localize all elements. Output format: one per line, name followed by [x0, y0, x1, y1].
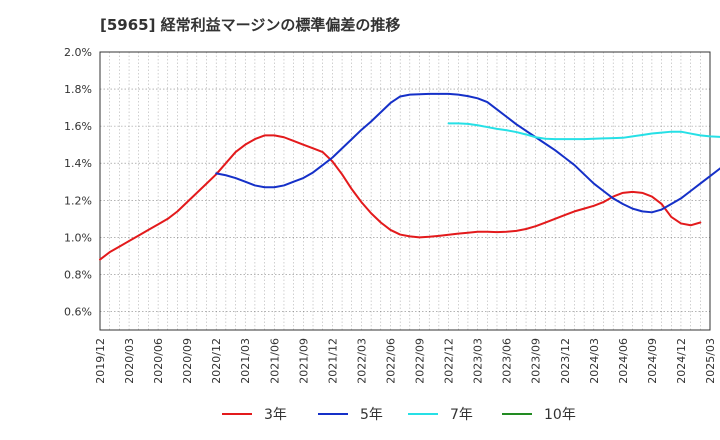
x-tick-label: 2021/09: [297, 338, 310, 384]
plot-area: 0.6% 0.8% 1.0% 1.2% 1.4% 1.6% 1.8% 2.0% 2019/12 2…: [64, 46, 720, 384]
x-tick-label: 2021/12: [326, 338, 339, 384]
x-tick-label: 2025/03: [704, 338, 717, 384]
x-tick-label: 2023/03: [472, 338, 485, 384]
y-tick-label: 1.6%: [64, 120, 92, 133]
y-tick-label: 1.4%: [64, 157, 92, 170]
x-tick-label: 2023/09: [530, 338, 543, 384]
x-tick-label: 2020/06: [152, 338, 165, 384]
series-line-2: [447, 122, 720, 141]
x-tick-label: 2021/06: [268, 338, 281, 384]
x-tick-label: 2024/06: [617, 338, 630, 384]
x-tick-label: 2022/09: [414, 338, 427, 384]
x-tick-label: 2023/12: [559, 338, 572, 384]
x-tick-label: 2024/09: [646, 338, 659, 384]
chart-title: [5965] 経常利益マージンの標準偏差の推移: [100, 16, 400, 34]
y-tick-label: 2.0%: [64, 46, 92, 59]
y-tick-label: 1.2%: [64, 194, 92, 207]
y-tick-label: 0.8%: [64, 268, 92, 281]
legend-label-2: 7年: [450, 407, 473, 423]
x-tick-label: 2019/12: [94, 338, 107, 384]
plot-border: [99, 51, 711, 331]
x-tick-label: 2022/03: [355, 338, 368, 384]
legend-label-3: 10年: [544, 407, 576, 423]
plot-background: [100, 52, 710, 330]
legend-label-1: 5年: [360, 407, 383, 423]
y-tick-label: 1.0%: [64, 231, 92, 244]
y-tick-label: 0.6%: [64, 305, 92, 318]
x-tick-label: 2022/12: [443, 338, 456, 384]
x-tick-label: 2024/12: [675, 338, 688, 384]
series-line-0: [99, 134, 702, 261]
x-tick-label: 2022/06: [384, 338, 397, 384]
x-tick-label: 2020/09: [181, 338, 194, 384]
legend-label-0: 3年: [264, 407, 287, 423]
y-tick-label: 1.8%: [64, 83, 92, 96]
legend: 3年 5年 7年 10年: [222, 407, 576, 423]
x-tick-label: 2024/03: [588, 338, 601, 384]
x-tick-label: 2020/03: [123, 338, 136, 384]
x-tick-label: 2020/12: [210, 338, 223, 384]
x-tick-label: 2023/06: [501, 338, 514, 384]
series-line-1: [215, 92, 720, 214]
x-tick-label: 2021/03: [239, 338, 252, 384]
